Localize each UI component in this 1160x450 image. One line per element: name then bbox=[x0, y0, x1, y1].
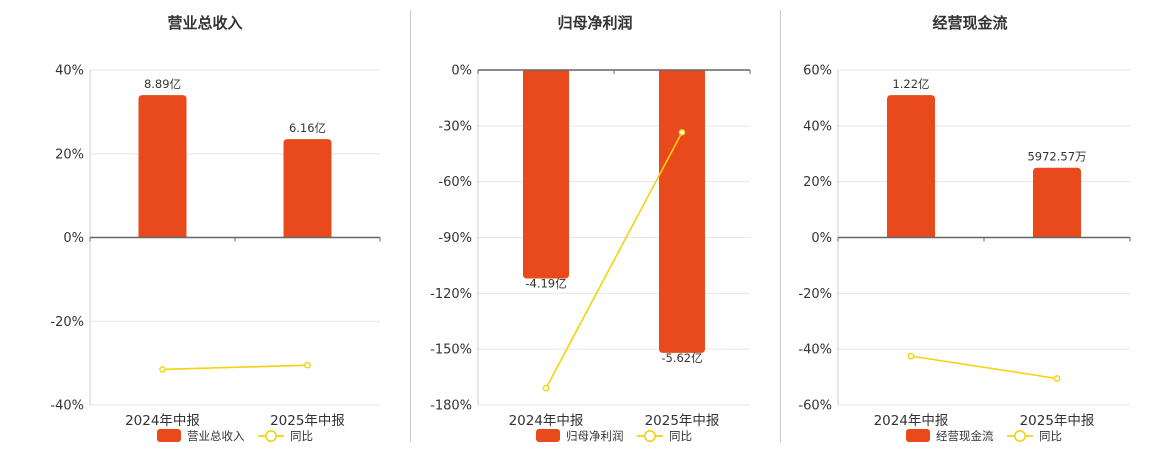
chart-title: 营业总收入 bbox=[167, 14, 243, 32]
x-tick-label: 2024年中报 bbox=[874, 413, 949, 429]
y-tick-label: -60% bbox=[798, 399, 832, 414]
bar bbox=[138, 95, 187, 238]
x-tick-label: 2024年中报 bbox=[509, 413, 584, 429]
bar-value-label: 8.89亿 bbox=[144, 77, 181, 91]
bar bbox=[887, 95, 935, 238]
cash-flow-chart: 60% 40% 20% 0% -20% -40% -60% 1.22亿 5972.57万 2024… bbox=[798, 64, 1131, 443]
bar-value-label: 5972.57万 bbox=[1027, 150, 1086, 164]
legend-line-marker bbox=[264, 429, 277, 442]
legend-bar-label: 归母净利润 bbox=[566, 429, 624, 443]
legend-bar-label: 经营现金流 bbox=[936, 429, 994, 443]
y-tick-label: -150% bbox=[430, 343, 472, 358]
legend-bar-swatch bbox=[157, 429, 181, 442]
panel-divider bbox=[780, 10, 781, 442]
chart-title: 归母净利润 bbox=[557, 14, 633, 32]
chart-panel-net-profit: 归母净利润 0% -30% -60% -90% -120% -150% -180% -4.19… bbox=[410, 0, 780, 450]
bar bbox=[659, 70, 705, 353]
chart-panel-cash-flow: 经营现金流 60% 40% 20% 0% -20% -40% -60% 1.22亿 5972.5… bbox=[780, 0, 1160, 450]
legend-line-label: 同比 bbox=[669, 429, 692, 443]
legend-line-label: 同比 bbox=[290, 429, 313, 443]
yoy-line bbox=[910, 355, 1058, 380]
x-tick-label: 2024年中报 bbox=[125, 413, 200, 429]
bar-value-label: 6.16亿 bbox=[289, 121, 326, 135]
bar-value-label: -5.62亿 bbox=[661, 351, 702, 365]
legend-line-label: 同比 bbox=[1039, 429, 1062, 443]
y-tick-label: 20% bbox=[55, 147, 84, 162]
y-tick-label: -30% bbox=[438, 119, 472, 134]
yoy-point bbox=[1053, 375, 1061, 382]
y-tick-label: -20% bbox=[50, 315, 84, 330]
revenue-chart: 40% 20% 0% -20% -40% 8.89亿 6.16亿 2024年中报 2025年中报… bbox=[50, 64, 381, 443]
y-tick-label: -180% bbox=[430, 399, 472, 414]
legend: 归母净利润 同比 bbox=[536, 429, 692, 443]
chart-panel-revenue: 营业总收入 40% 20% 0% -20% -40% 8.89亿 6.16亿 2024年中报 2… bbox=[0, 0, 410, 450]
bar bbox=[523, 70, 569, 279]
bar bbox=[1033, 167, 1081, 238]
y-tick-label: 60% bbox=[803, 64, 832, 79]
legend: 经营现金流 同比 bbox=[906, 429, 1062, 443]
legend-bar-swatch bbox=[906, 429, 930, 442]
net-profit-chart: 0% -30% -60% -90% -120% -150% -180% -4.19亿 -5.62… bbox=[430, 64, 751, 443]
chart-title: 经营现金流 bbox=[932, 14, 1008, 32]
y-tick-label: 0% bbox=[451, 64, 472, 79]
x-tick-label: 2025年中报 bbox=[645, 413, 720, 429]
legend-bar-swatch bbox=[536, 429, 560, 442]
bar bbox=[283, 139, 332, 238]
yoy-point bbox=[304, 361, 311, 369]
y-tick-label: -40% bbox=[50, 399, 84, 414]
yoy-point bbox=[907, 352, 915, 360]
y-tick-label: -20% bbox=[798, 287, 832, 302]
legend: 营业总收入 同比 bbox=[157, 429, 313, 443]
bar-value-label: -4.19亿 bbox=[525, 276, 566, 290]
legend-bar-label: 营业总收入 bbox=[187, 429, 245, 443]
yoy-line bbox=[545, 131, 683, 389]
y-tick-label: 0% bbox=[811, 231, 832, 246]
y-tick-label: -60% bbox=[438, 175, 472, 190]
x-tick-label: 2025年中报 bbox=[1020, 413, 1095, 429]
bar-value-label: 1.22亿 bbox=[892, 77, 929, 91]
y-tick-label: -90% bbox=[438, 231, 472, 246]
y-tick-label: 0% bbox=[63, 231, 84, 246]
panel-divider bbox=[410, 10, 411, 442]
y-tick-label: 40% bbox=[803, 119, 832, 134]
yoy-line bbox=[162, 364, 308, 371]
y-tick-label: -120% bbox=[430, 287, 472, 302]
legend-line-marker bbox=[1014, 429, 1027, 442]
x-tick-label: 2025年中报 bbox=[270, 413, 345, 429]
yoy-point bbox=[678, 129, 686, 136]
yoy-point bbox=[159, 366, 166, 373]
y-tick-label: 20% bbox=[803, 175, 832, 190]
legend-line-marker bbox=[644, 429, 657, 442]
yoy-point bbox=[542, 384, 550, 392]
y-tick-label: 40% bbox=[55, 64, 84, 79]
y-tick-label: -40% bbox=[798, 343, 832, 358]
